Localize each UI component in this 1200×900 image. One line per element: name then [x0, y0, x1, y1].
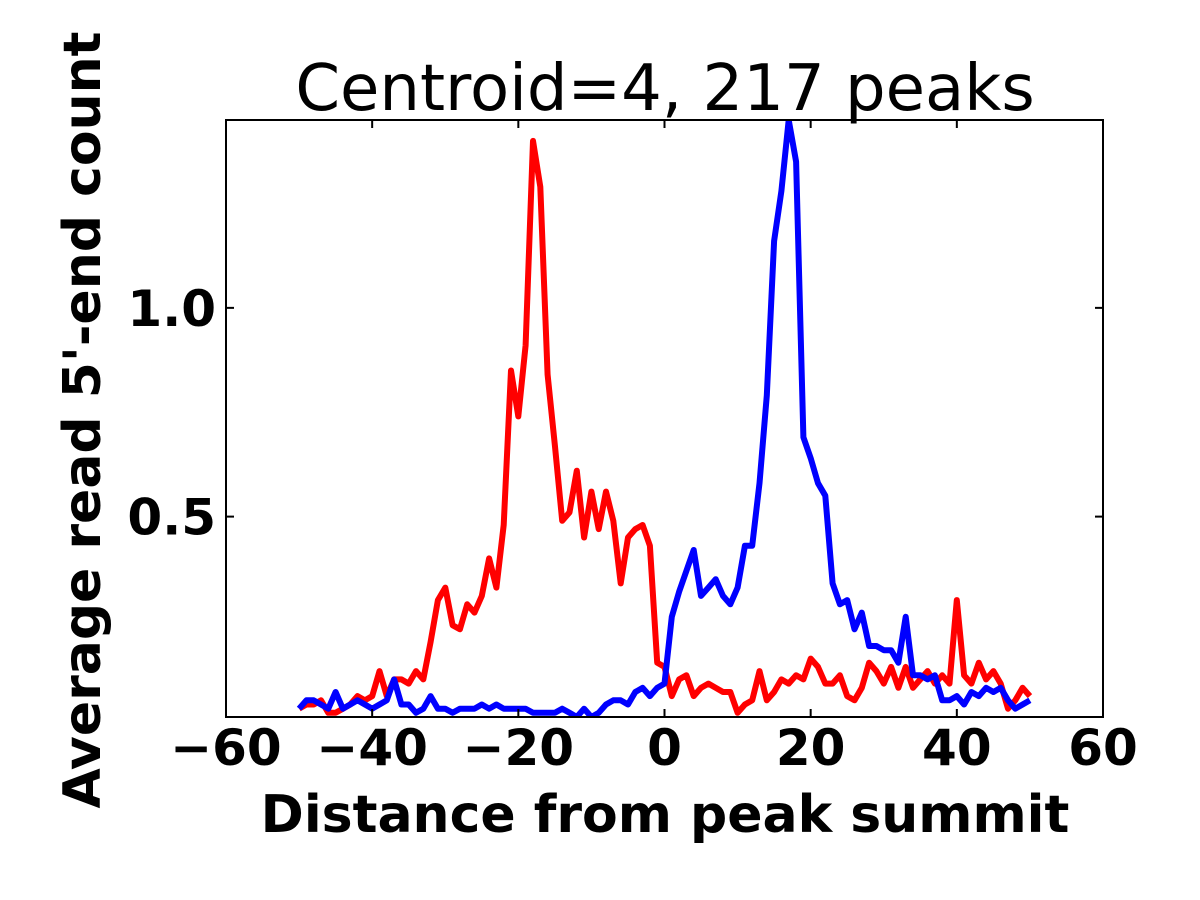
y-axis-ticks: 0.5 1.0 [127, 280, 1103, 547]
chart-title: Centroid=4, 217 peaks [295, 52, 1034, 126]
y-tick-label: 0.5 [127, 489, 216, 547]
series-layer [296, 120, 1033, 717]
y-axis-label: Average read 5'-end count [53, 32, 113, 809]
x-tick-label: 40 [922, 719, 992, 777]
x-tick-label: 60 [1068, 719, 1138, 777]
x-axis-ticks: −60 −40 −20 0 20 40 60 [170, 120, 1138, 777]
y-tick-label: 1.0 [127, 280, 216, 338]
x-axis-label: Distance from peak summit [261, 785, 1070, 845]
plot-area: −60 −40 −20 0 20 40 60 0.5 1.0 [127, 119, 1138, 777]
x-tick-label: 0 [647, 719, 682, 777]
x-tick-label: −40 [316, 719, 427, 777]
x-tick-label: 20 [776, 719, 846, 777]
x-tick-label: −60 [170, 719, 281, 777]
x-tick-label: −20 [463, 719, 574, 777]
series-line-blue [296, 120, 1032, 717]
